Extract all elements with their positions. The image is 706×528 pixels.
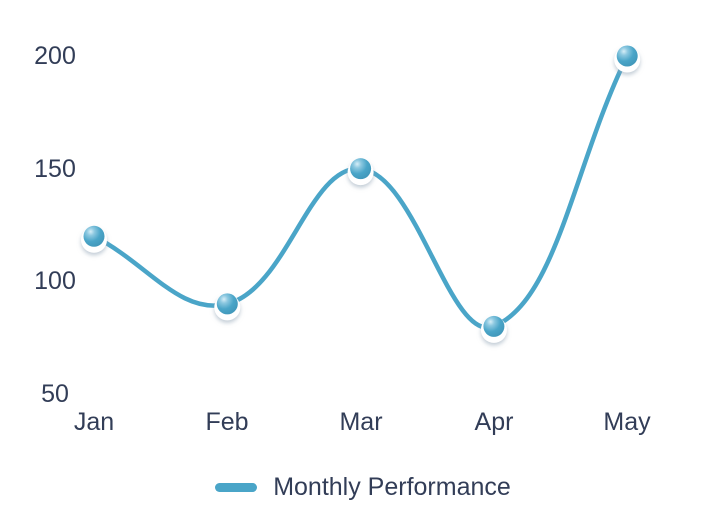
data-point-marker[interactable] [616, 45, 638, 67]
y-axis-tick-label: 200 [34, 42, 76, 70]
data-point-marker[interactable] [483, 315, 505, 337]
legend-line-marker [215, 482, 258, 492]
data-point-marker[interactable] [83, 225, 105, 247]
x-axis-tick-label: Mar [339, 408, 383, 436]
x-axis-tick-label: Jan [73, 408, 115, 436]
x-axis-tick-label: Feb [205, 408, 249, 436]
x-axis-tick-label: Apr [474, 408, 514, 436]
y-axis-tick-label: 50 [41, 380, 69, 408]
y-axis-tick-label: 100 [34, 267, 76, 295]
data-point-marker[interactable] [350, 158, 372, 180]
x-axis-tick-label: May [603, 408, 651, 436]
legend: Monthly Performance [0, 471, 706, 503]
data-point-marker[interactable] [216, 293, 238, 315]
legend-item-monthly-performance[interactable]: Monthly Performance [195, 471, 511, 503]
line-series-path [91, 53, 630, 330]
y-axis-tick-label: 150 [34, 155, 76, 183]
legend-label: Monthly Performance [273, 473, 511, 501]
